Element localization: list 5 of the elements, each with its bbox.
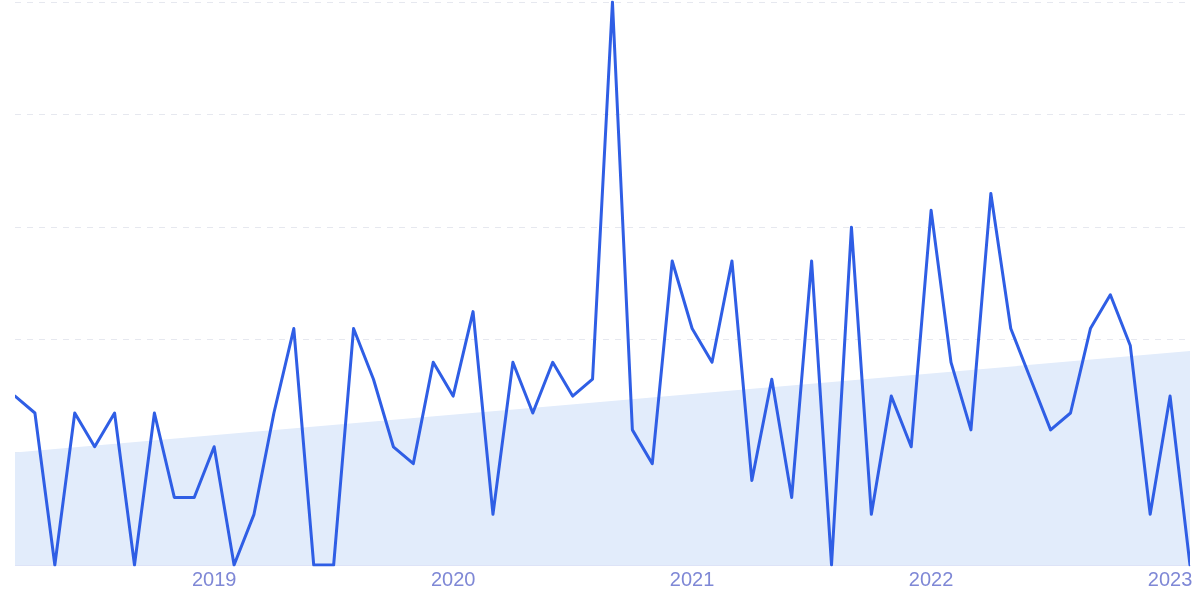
x-tick-label: 2020 xyxy=(430,567,476,590)
x-tick-label: 2023 xyxy=(1147,567,1193,590)
x-tick-label: 2021 xyxy=(669,567,715,590)
x-tick-label: 2019 xyxy=(191,567,237,590)
x-tick-label: 2022 xyxy=(908,567,954,590)
